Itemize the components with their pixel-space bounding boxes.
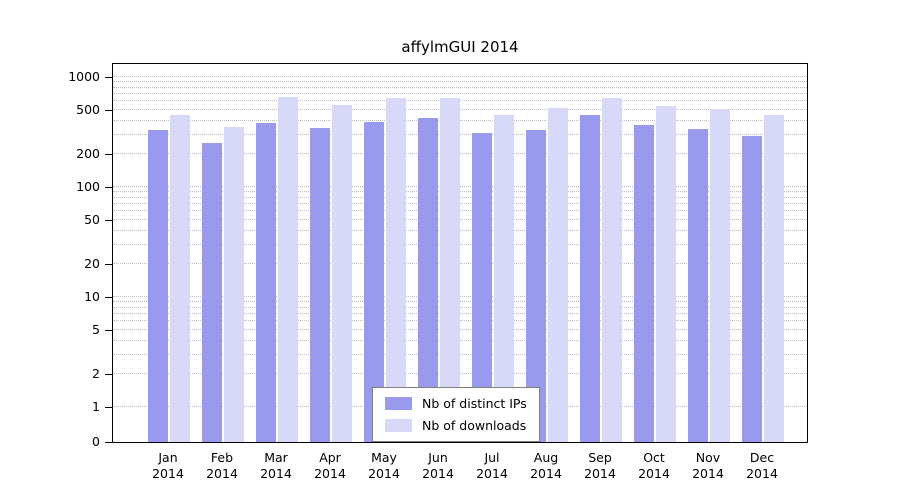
bar-nb-of-distinct-ips-apr xyxy=(310,127,330,442)
gridline xyxy=(113,329,807,331)
legend-item: Nb of distinct IPs xyxy=(385,396,527,411)
bar-nb-of-distinct-ips-oct xyxy=(634,124,654,442)
y-tick-mark xyxy=(105,220,112,222)
gridline xyxy=(113,372,807,374)
bar-nb-of-downloads-may xyxy=(386,98,406,442)
plot-area xyxy=(112,63,808,443)
bar-nb-of-downloads-mar xyxy=(278,96,298,442)
gridline xyxy=(113,152,807,154)
gridline xyxy=(113,81,807,82)
x-tick-label: Oct 2014 xyxy=(638,450,670,481)
bar-nb-of-downloads-oct xyxy=(656,106,676,442)
x-tick-label: Aug 2014 xyxy=(530,450,562,481)
y-tick-mark xyxy=(105,330,112,332)
gridline xyxy=(113,186,807,187)
bar-nb-of-downloads-apr xyxy=(332,104,352,442)
y-tick-label: 200 xyxy=(76,145,100,161)
x-tick-label: May 2014 xyxy=(368,450,400,481)
x-tick-label: Jan 2014 xyxy=(152,450,184,481)
gridline xyxy=(113,219,807,221)
gridline xyxy=(113,203,807,204)
gridline xyxy=(113,109,807,111)
y-tick-mark xyxy=(105,263,112,265)
gridline xyxy=(113,262,807,264)
x-tick-label: Dec 2014 xyxy=(746,450,778,481)
y-tick-label: 10 xyxy=(84,289,100,304)
gridline xyxy=(113,306,807,308)
gridline xyxy=(113,320,807,322)
x-tick-label: Jun 2014 xyxy=(422,450,454,481)
x-tick-label: Nov 2014 xyxy=(692,450,724,481)
y-tick-label: 1 xyxy=(92,399,100,414)
bar-nb-of-downloads-aug xyxy=(548,108,568,442)
bar-nb-of-distinct-ips-may xyxy=(364,122,384,442)
x-tick-label: Apr 2014 xyxy=(314,450,346,481)
bar-nb-of-downloads-sep xyxy=(602,98,622,442)
gridline xyxy=(113,229,807,231)
gridline xyxy=(113,119,807,121)
bar-nb-of-distinct-ips-jan xyxy=(148,130,168,442)
bar-nb-of-distinct-ips-dec xyxy=(742,136,762,442)
legend-item: Nb of downloads xyxy=(385,418,527,433)
gridline xyxy=(113,191,807,192)
y-tick-label: 100 xyxy=(76,179,100,194)
bar-nb-of-distinct-ips-jun xyxy=(418,118,438,442)
bar-nb-of-distinct-ips-jul xyxy=(472,133,492,442)
bar-nb-of-downloads-dec xyxy=(764,115,784,442)
y-tick-label: 50 xyxy=(84,212,100,228)
y-tick-label: 5 xyxy=(92,322,100,338)
y-tick-label: 1000 xyxy=(68,69,100,84)
gridline xyxy=(113,133,807,135)
y-tick-mark xyxy=(105,77,112,78)
bar-nb-of-downloads-feb xyxy=(224,127,244,442)
bar-nb-of-distinct-ips-feb xyxy=(202,143,222,442)
y-tick-label: 0 xyxy=(92,434,100,449)
gridline xyxy=(113,301,807,302)
bar-nb-of-downloads-jul xyxy=(494,115,514,442)
legend-swatch xyxy=(385,419,412,432)
y-tick-mark xyxy=(105,187,112,188)
legend: Nb of distinct IPs Nb of downloads xyxy=(372,387,540,442)
gridline xyxy=(113,210,807,212)
y-tick-label: 20 xyxy=(84,255,100,271)
x-tick-label: Jul 2014 xyxy=(476,450,508,481)
bar-nb-of-downloads-jan xyxy=(170,115,190,442)
gridline xyxy=(113,313,807,314)
bar-nb-of-downloads-nov xyxy=(710,109,730,442)
legend-label: Nb of downloads xyxy=(422,418,527,433)
y-tick-mark xyxy=(105,373,112,375)
gridline xyxy=(113,243,807,245)
y-tick-mark xyxy=(105,297,112,298)
gridline xyxy=(113,353,807,355)
x-tick-label: Feb 2014 xyxy=(206,450,238,481)
bar-nb-of-downloads-jun xyxy=(440,97,460,442)
gridline xyxy=(113,93,807,94)
bar-nb-of-distinct-ips-sep xyxy=(580,115,600,442)
gridline xyxy=(113,196,807,198)
legend-label: Nb of distinct IPs xyxy=(422,396,527,411)
bar-nb-of-distinct-ips-nov xyxy=(688,128,708,442)
legend-swatch xyxy=(385,397,412,410)
y-tick-mark xyxy=(105,442,112,443)
gridline xyxy=(113,76,807,77)
y-tick-mark xyxy=(105,153,112,155)
y-tick-label: 2 xyxy=(92,365,100,381)
gridline xyxy=(113,339,807,341)
bar-nb-of-distinct-ips-mar xyxy=(256,123,276,442)
gridline xyxy=(113,86,807,88)
chart-title: affylmGUI 2014 xyxy=(401,38,519,56)
bar-nb-of-distinct-ips-aug xyxy=(526,130,546,442)
x-tick-label: Mar 2014 xyxy=(260,450,292,481)
y-tick-mark xyxy=(105,407,112,408)
x-tick-label: Sep 2014 xyxy=(584,450,616,481)
y-tick-mark xyxy=(105,110,112,112)
y-tick-label: 500 xyxy=(76,102,100,118)
gridline xyxy=(113,296,807,297)
gridline xyxy=(113,100,807,102)
